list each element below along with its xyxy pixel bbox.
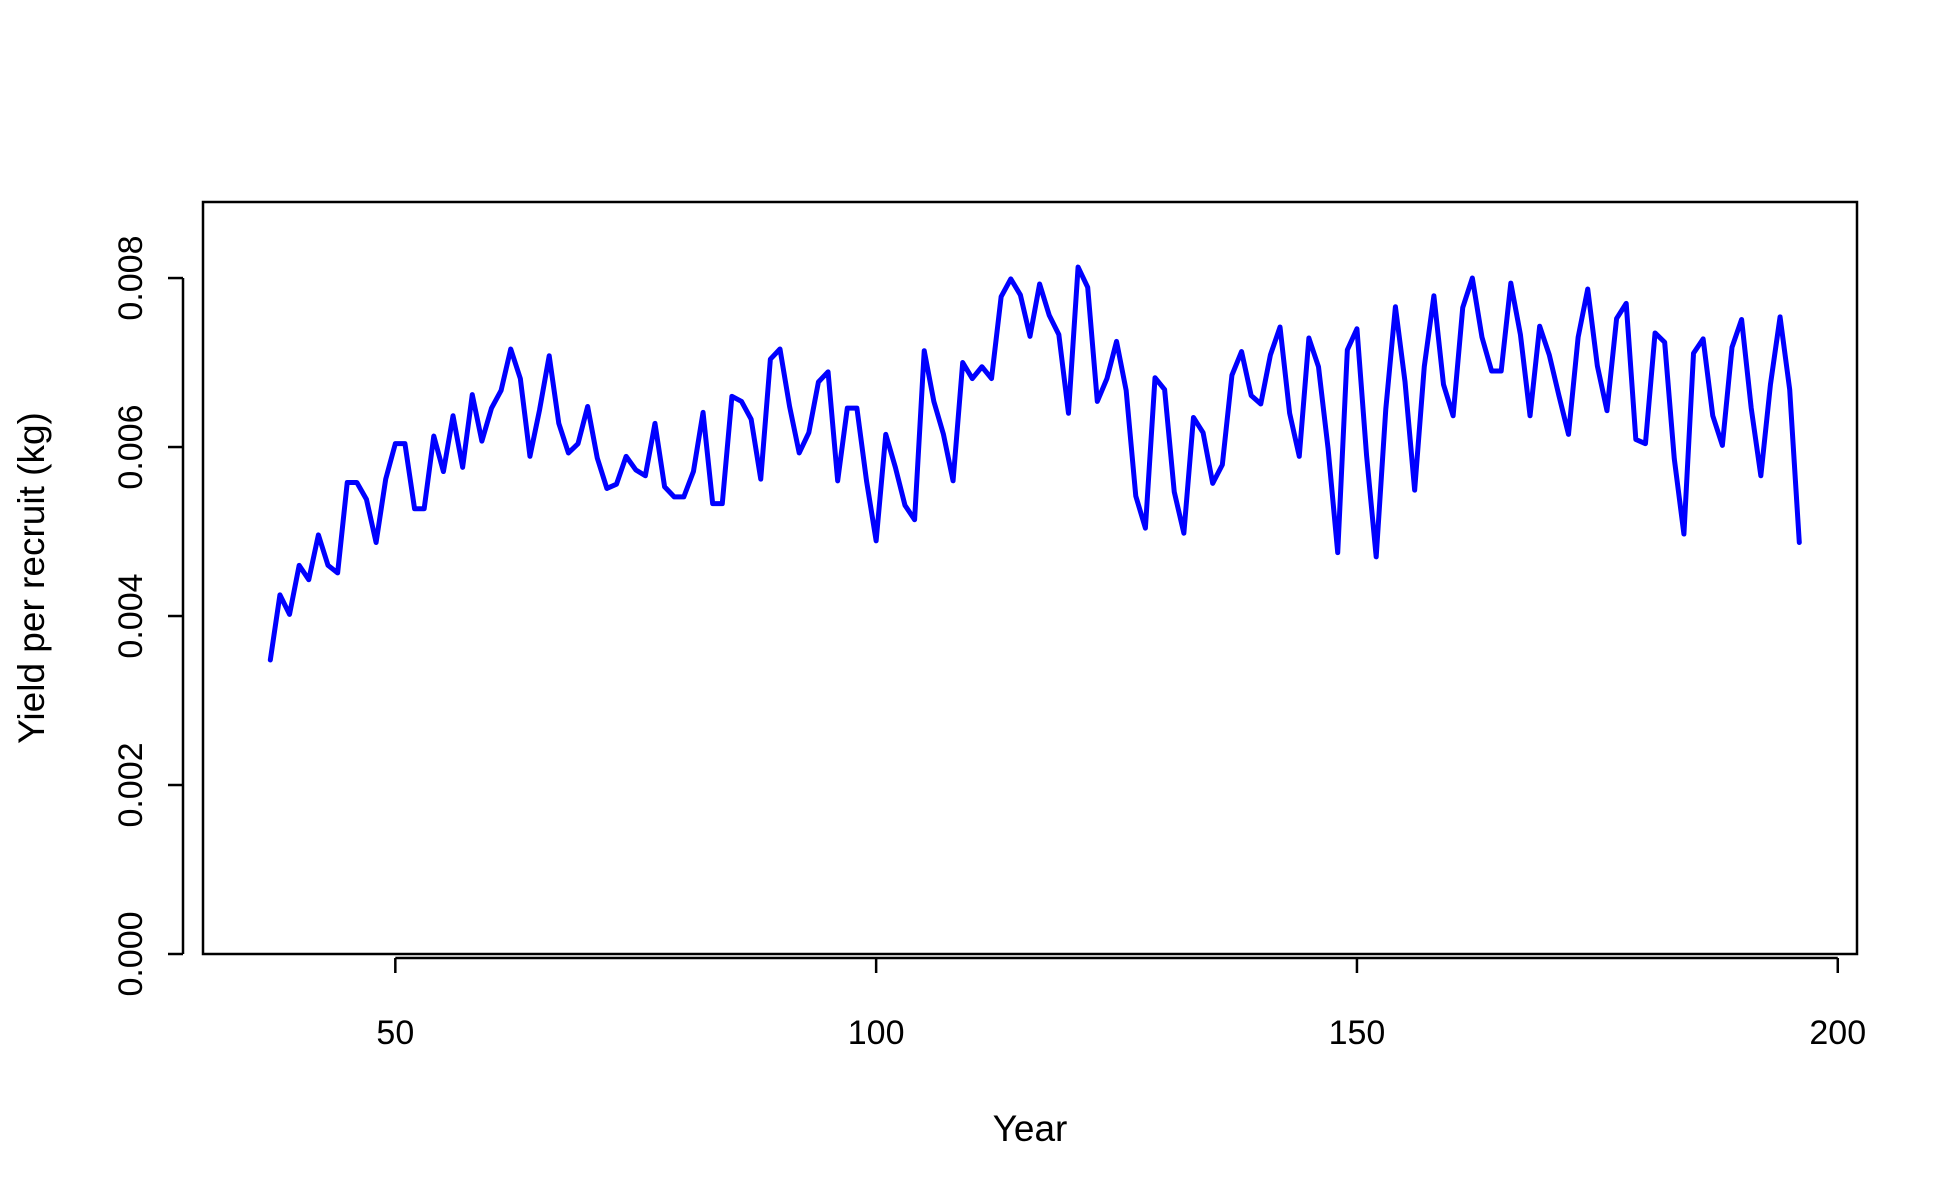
- x-tick-label: 150: [1329, 1014, 1386, 1052]
- y-axis-label: Yield per recruit (kg): [11, 412, 52, 744]
- x-axis: 50 100 150 200: [376, 956, 1866, 1052]
- series-line: [267, 264, 1802, 663]
- y-axis: 0.000 0.002 0.004 0.006 0.008: [112, 235, 185, 997]
- series-layer: [267, 264, 1802, 663]
- x-tick-label: 100: [848, 1014, 905, 1052]
- y-tick-label: 0.004: [112, 573, 150, 658]
- x-axis-label: Year: [993, 1108, 1068, 1149]
- x-tick-label: 200: [1809, 1014, 1866, 1052]
- y-tick-label: 0.002: [112, 742, 150, 827]
- x-tick-label: 50: [376, 1014, 414, 1052]
- y-tick-label: 0.008: [112, 235, 150, 320]
- y-tick-label: 0.006: [112, 404, 150, 489]
- y-tick-label: 0.000: [112, 911, 150, 996]
- plot-box: [201, 200, 1859, 956]
